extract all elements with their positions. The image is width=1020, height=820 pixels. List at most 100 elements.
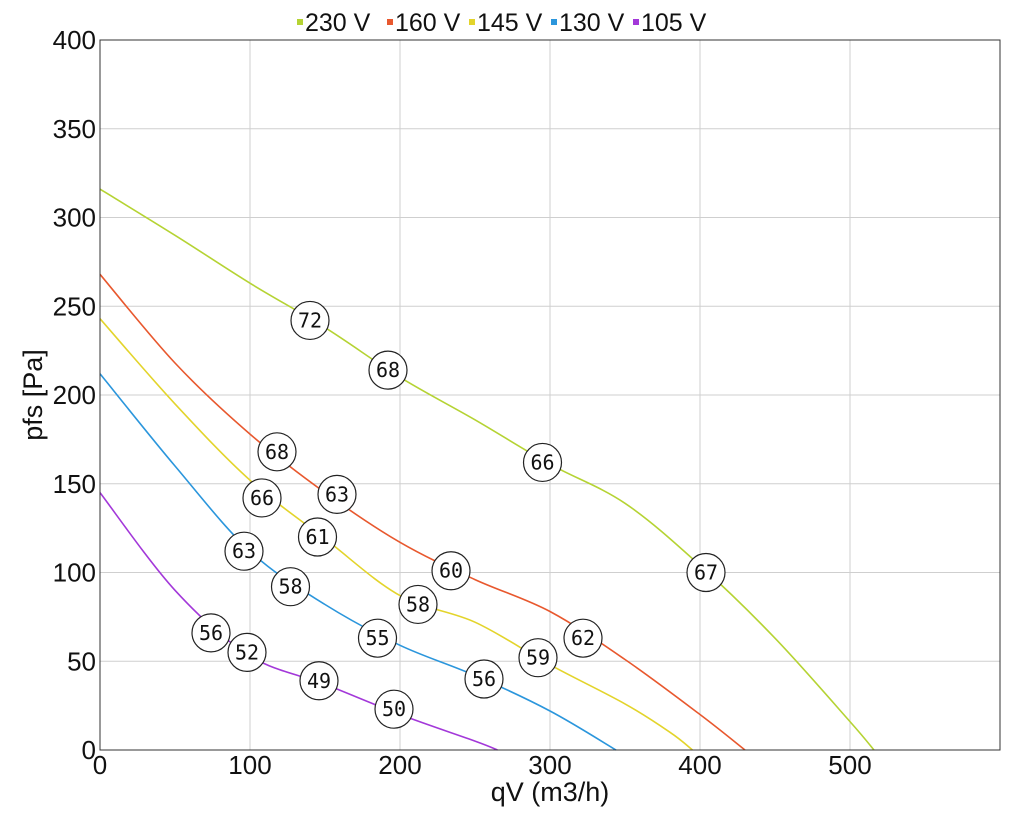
- legend-swatch: [469, 19, 475, 25]
- curve-marker-230v: 68: [368, 350, 408, 390]
- x-tick-label: 400: [678, 750, 721, 780]
- y-tick-label: 0: [82, 735, 96, 765]
- curve-marker-130v: 63: [224, 531, 264, 571]
- marker-label: 67: [694, 561, 718, 585]
- curve-marker-160v: 63: [317, 474, 357, 514]
- marker-circle: [518, 638, 558, 678]
- marker-circle: [563, 618, 603, 658]
- legend-swatch: [297, 19, 303, 25]
- legend-label: 130 V: [559, 9, 625, 37]
- legend-swatch: [633, 19, 639, 25]
- x-tick-label: 300: [528, 750, 571, 780]
- marker-label: 72: [298, 308, 322, 332]
- legend-item-230v: 230 V: [297, 9, 371, 37]
- curve-marker-160v: 68: [257, 432, 297, 472]
- y-tick-label: 50: [67, 646, 96, 676]
- marker-circle: [374, 689, 414, 729]
- legend-label: 105 V: [641, 9, 707, 37]
- curve-marker-160v: 60: [431, 551, 471, 591]
- curve-marker-145v: 66: [242, 478, 282, 518]
- marker-label: 49: [307, 669, 331, 693]
- y-tick-label: 200: [53, 380, 96, 410]
- legend-swatch: [551, 19, 557, 25]
- y-tick-label: 100: [53, 558, 96, 588]
- curve-marker-105v: 50: [374, 689, 414, 729]
- marker-circle: [686, 552, 726, 593]
- marker-circle: [227, 632, 267, 672]
- marker-circle: [464, 659, 504, 699]
- plot-frame: [99, 39, 1001, 751]
- legend-label: 145 V: [477, 9, 543, 37]
- marker-circle: [522, 442, 563, 483]
- curve-marker-130v: 56: [464, 659, 504, 699]
- marker-label: 68: [265, 440, 289, 464]
- curve-marker-145v: 61: [297, 517, 338, 557]
- marker-circle: [299, 661, 339, 701]
- marker-circle: [270, 567, 311, 607]
- x-tick-label: 500: [828, 750, 871, 780]
- y-axis-label: pfs [Pa]: [18, 349, 48, 441]
- y-axis-ticks: 0 50 100 150 200 250 300 350 400: [53, 25, 96, 765]
- y-tick-label: 400: [53, 25, 96, 55]
- curve-marker-130v: 58: [270, 567, 311, 607]
- curve-marker-145v: 59: [518, 638, 558, 678]
- marker-label: 56: [472, 667, 496, 691]
- curve-marker-160v: 62: [563, 618, 603, 658]
- marker-label: 58: [406, 592, 430, 616]
- marker-label: 63: [232, 539, 256, 563]
- grid-lines: [99, 39, 1000, 751]
- legend-item-130v: 130 V: [551, 9, 625, 37]
- marker-label: 61: [305, 525, 329, 549]
- x-axis-ticks: 0 100 200 300 400 500: [93, 750, 872, 780]
- marker-circle: [357, 618, 398, 658]
- series-line-230v: [99, 188, 875, 751]
- marker-circle: [224, 531, 264, 571]
- marker-circle: [290, 300, 330, 341]
- curve-markers: 72 68 66 67 68 63 60 62 66 61 58 59 63 58 55 56 56 52 49 50: [191, 300, 726, 729]
- x-tick-label: 100: [228, 750, 271, 780]
- legend-item-145v: 145 V: [469, 9, 543, 37]
- marker-label: 63: [325, 482, 349, 506]
- x-tick-label: 200: [378, 750, 421, 780]
- curve-marker-105v: 49: [299, 661, 339, 701]
- marker-label: 59: [526, 646, 550, 670]
- series-line-130v: [99, 373, 617, 751]
- y-tick-label: 150: [53, 469, 96, 499]
- legend: 230 V 160 V 145 V 130 V 105 V: [297, 9, 707, 37]
- y-tick-label: 350: [53, 114, 96, 144]
- marker-label: 62: [571, 626, 595, 650]
- marker-circle: [297, 517, 338, 557]
- legend-label: 230 V: [305, 9, 371, 37]
- marker-circle: [398, 584, 438, 625]
- x-axis-label: qV (m3/h): [491, 777, 610, 807]
- x-tick-label: 0: [93, 750, 107, 780]
- curve-marker-230v: 72: [290, 300, 330, 341]
- curve-marker-105v: 56: [191, 613, 231, 653]
- marker-label: 50: [382, 697, 406, 721]
- marker-circle: [191, 613, 231, 653]
- series-line-160v: [99, 273, 746, 751]
- marker-circle: [431, 551, 471, 591]
- marker-label: 58: [278, 575, 302, 599]
- legend-item-160v: 160 V: [387, 9, 461, 37]
- marker-label: 52: [235, 640, 259, 664]
- curve-marker-130v: 55: [357, 618, 398, 658]
- marker-label: 55: [365, 626, 389, 650]
- marker-label: 60: [439, 559, 463, 583]
- marker-label: 68: [376, 358, 400, 382]
- marker-circle: [368, 350, 408, 390]
- marker-circle: [242, 478, 282, 518]
- marker-label: 56: [199, 621, 223, 645]
- curve-marker-230v: 67: [686, 552, 726, 593]
- marker-circle: [317, 474, 357, 514]
- marker-circle: [257, 432, 297, 472]
- curve-marker-105v: 52: [227, 632, 267, 672]
- legend-label: 160 V: [395, 9, 461, 37]
- marker-label: 66: [250, 486, 274, 510]
- legend-item-105v: 105 V: [633, 9, 707, 37]
- y-tick-label: 250: [53, 291, 96, 321]
- curve-marker-145v: 58: [398, 584, 438, 625]
- marker-label: 66: [530, 450, 554, 474]
- curve-marker-230v: 66: [522, 442, 563, 483]
